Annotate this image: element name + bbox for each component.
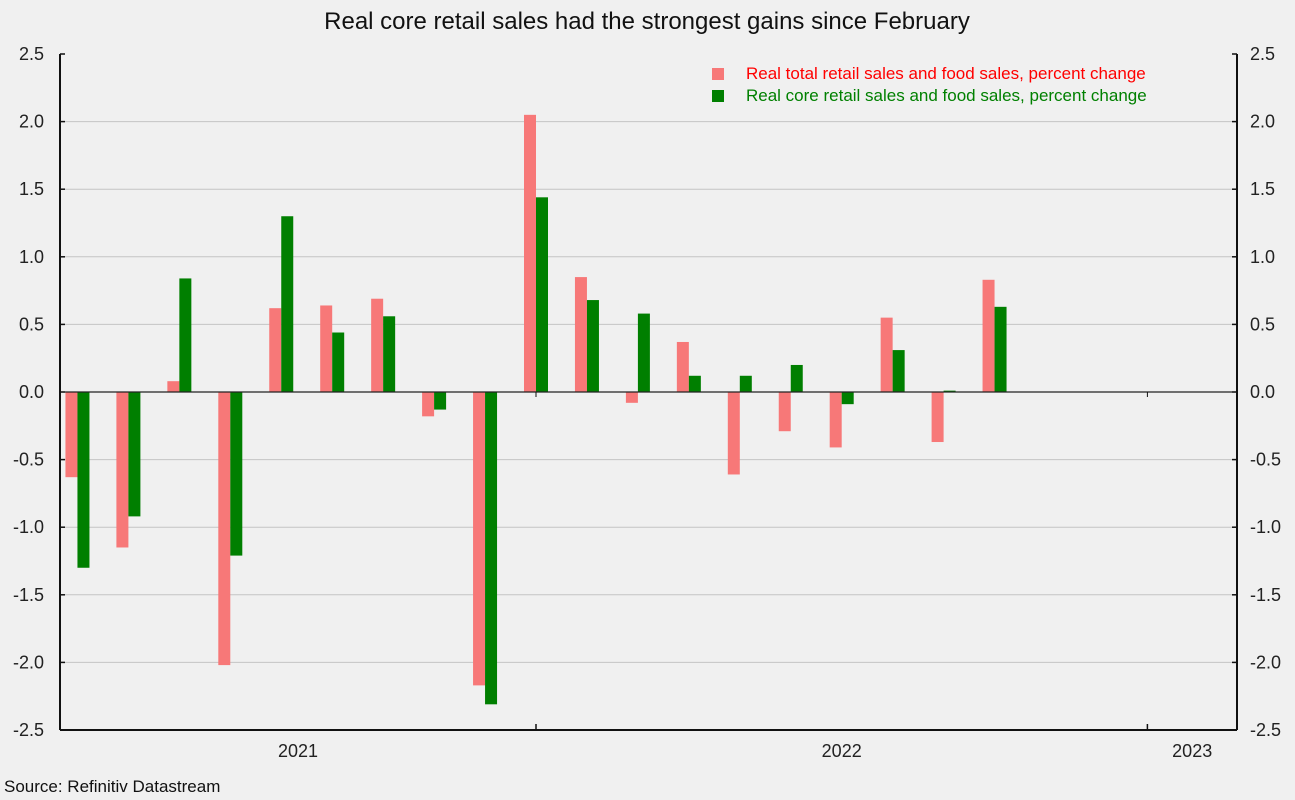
bar-core [230, 392, 243, 556]
chart-title: Real core retail sales had the strongest… [324, 8, 970, 35]
bar-core [892, 350, 905, 392]
legend-swatch-core [712, 90, 724, 102]
bar-total [931, 392, 944, 443]
bar-core [790, 364, 803, 392]
bar-total [829, 392, 842, 448]
legend-swatch-total [712, 68, 724, 80]
bar-core [637, 313, 650, 392]
y-tick-label-left: -0.5 [13, 450, 44, 470]
bar-total [320, 305, 333, 392]
bar-total [982, 279, 995, 392]
bar-core [77, 392, 90, 568]
y-tick-label-left: -2.5 [13, 720, 44, 740]
y-tick-label-right: -1.5 [1250, 585, 1281, 605]
bar-core [688, 375, 701, 392]
y-tick-label-right: -1.0 [1250, 517, 1281, 537]
bar-core [434, 392, 447, 410]
y-tick-label-left: 1.5 [19, 179, 44, 199]
y-tick-label-left: -2.0 [13, 652, 44, 672]
bar-core [179, 278, 192, 392]
bar-total [676, 341, 689, 392]
bar-total [625, 392, 638, 403]
bar-total [65, 392, 78, 478]
bar-core [739, 375, 752, 392]
x-tick-label: 2023 [1172, 741, 1212, 761]
bar-total [574, 277, 587, 392]
y-tick-label-right: 0.5 [1250, 314, 1275, 334]
legend-label-total: Real total retail sales and food sales, … [746, 64, 1146, 83]
y-tick-label-left: 2.5 [19, 44, 44, 64]
bar-core [586, 300, 599, 392]
y-tick-label-left: -1.5 [13, 585, 44, 605]
bar-core [485, 392, 498, 705]
y-tick-label-right: -2.0 [1250, 652, 1281, 672]
bar-core [536, 197, 548, 392]
legend-label-core: Real core retail sales and food sales, p… [746, 86, 1147, 105]
x-tick-label: 2022 [822, 741, 862, 761]
y-tick-label-left: 2.0 [19, 112, 44, 132]
bar-total [778, 392, 791, 432]
bar-total [371, 298, 384, 392]
y-tick-label-left: 0.0 [19, 382, 44, 402]
bar-total [116, 392, 129, 548]
y-tick-label-right: 0.0 [1250, 382, 1275, 402]
y-tick-label-left: -1.0 [13, 517, 44, 537]
y-tick-label-right: -0.5 [1250, 450, 1281, 470]
bar-core [128, 392, 141, 517]
bar-total [218, 392, 231, 666]
bar-total [167, 381, 180, 392]
legend: Real total retail sales and food sales, … [712, 64, 1147, 105]
y-tick-label-left: 0.5 [19, 314, 44, 334]
bar-total [880, 317, 893, 392]
bar-core [383, 316, 396, 392]
y-tick-label-right: 2.5 [1250, 44, 1275, 64]
y-tick-label-right: 1.0 [1250, 247, 1275, 267]
bar-total [727, 392, 740, 475]
source-note: Source: Refinitiv Datastream [4, 777, 220, 796]
bar-core [994, 306, 1007, 392]
bar-total [473, 392, 486, 686]
x-tick-label: 2021 [278, 741, 318, 761]
bar-total [422, 392, 435, 417]
y-tick-label-right: -2.5 [1250, 720, 1281, 740]
y-tick-label-left: 1.0 [19, 247, 44, 267]
bar-core [332, 332, 345, 392]
bar-core [943, 390, 956, 392]
bar-core [841, 392, 854, 405]
bar-core [281, 216, 294, 392]
y-tick-label-right: 1.5 [1250, 179, 1275, 199]
bar-total [269, 308, 282, 392]
bar-total [524, 114, 536, 392]
y-tick-label-right: 2.0 [1250, 112, 1275, 132]
